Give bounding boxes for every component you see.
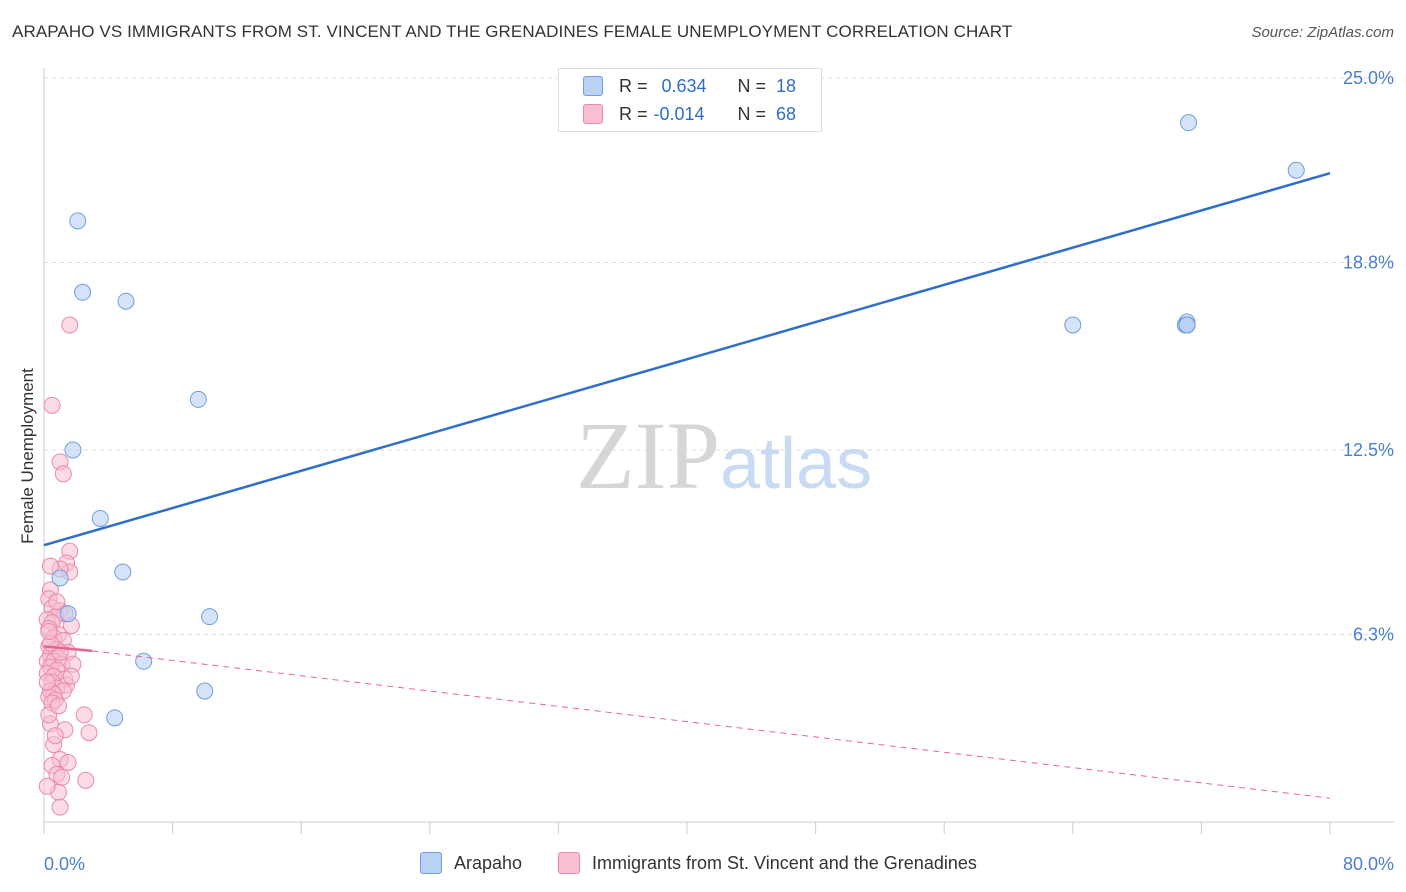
n-label: N = (737, 103, 767, 124)
data-point-arapaho (91, 509, 109, 527)
r-label: R = (619, 103, 648, 124)
series-arapaho-points (51, 114, 1305, 727)
data-point-immigrants (51, 798, 69, 816)
data-point-arapaho (1178, 316, 1196, 334)
data-point-immigrants (53, 768, 71, 786)
trend-line-immigrants (43, 645, 93, 653)
data-point-immigrants (80, 724, 98, 742)
stats-row-arapaho: R = 0.634 N = 18 (583, 73, 796, 99)
data-point-arapaho (74, 283, 92, 301)
data-point-arapaho (64, 441, 82, 459)
y-tick-label: 12.5% (1343, 440, 1394, 460)
y-tick-label: 25.0% (1343, 68, 1394, 88)
data-point-arapaho (59, 605, 77, 623)
legend-item-arapaho: Arapaho (420, 852, 522, 874)
series-immigrants-points (38, 316, 98, 816)
gridlines (44, 77, 1394, 636)
data-point-immigrants (46, 727, 64, 745)
data-point-arapaho (1064, 316, 1082, 334)
data-point-arapaho (135, 652, 153, 670)
data-point-immigrants (77, 771, 95, 789)
legend-item-immigrants: Immigrants from St. Vincent and the Gren… (558, 852, 977, 874)
blue-swatch (583, 76, 603, 96)
data-point-immigrants (62, 667, 80, 685)
n-label: N = (737, 75, 767, 96)
trend-line-immigrants-dashed (92, 650, 1331, 799)
legend-label: Immigrants from St. Vincent and the Gren… (592, 852, 977, 873)
trend-line-arapaho (43, 172, 1331, 547)
watermark-zip: ZIP (576, 402, 720, 509)
stats-row-immigrants: R = -0.014 N = 68 (583, 101, 796, 127)
data-point-immigrants (48, 593, 66, 611)
pink-swatch (558, 852, 580, 874)
x-tick-label: 0.0% (44, 854, 85, 874)
r-value: 0.634 (661, 75, 707, 96)
y-tick-label: 6.3% (1353, 625, 1394, 645)
data-point-immigrants (49, 697, 67, 715)
data-point-arapaho (189, 390, 207, 408)
watermark-atlas: atlas (720, 424, 872, 504)
stats-legend-box: R = 0.634 N = 18 R = -0.014 N = 68 (558, 68, 822, 132)
chart-title: ARAPAHO VS IMMIGRANTS FROM ST. VINCENT A… (12, 22, 1013, 41)
data-point-immigrants (61, 316, 79, 334)
r-value: -0.014 (653, 103, 705, 124)
data-point-arapaho (69, 212, 87, 230)
blue-swatch (420, 852, 442, 874)
r-label: R = (619, 75, 648, 96)
data-point-arapaho (201, 608, 219, 626)
legend-label: Arapaho (454, 852, 523, 873)
data-point-immigrants (38, 777, 56, 795)
data-point-immigrants (40, 623, 58, 641)
data-point-arapaho (1180, 114, 1198, 132)
data-point-arapaho (117, 292, 135, 310)
n-value: 68 (776, 103, 797, 124)
x-tick-label: 80.0% (1343, 854, 1394, 874)
pink-swatch (583, 104, 603, 124)
data-point-immigrants (59, 753, 77, 771)
data-point-arapaho (51, 569, 69, 587)
data-point-immigrants (54, 465, 72, 483)
trend-lines (43, 172, 1331, 799)
n-value: 18 (776, 75, 797, 96)
data-point-arapaho (1287, 161, 1305, 179)
tick-labels: 6.3% 12.5% 18.8% 25.0% 0.0% 80.0% (44, 68, 1394, 874)
y-tick-label: 18.8% (1343, 253, 1394, 273)
source-credit: Source: ZipAtlas.com (1251, 24, 1394, 41)
data-point-immigrants (43, 396, 61, 414)
data-point-immigrants (41, 557, 59, 575)
data-point-immigrants (75, 706, 93, 724)
data-point-arapaho (106, 709, 124, 727)
data-point-arapaho (114, 563, 132, 581)
data-point-arapaho (196, 682, 214, 700)
data-point-immigrants (38, 673, 56, 691)
